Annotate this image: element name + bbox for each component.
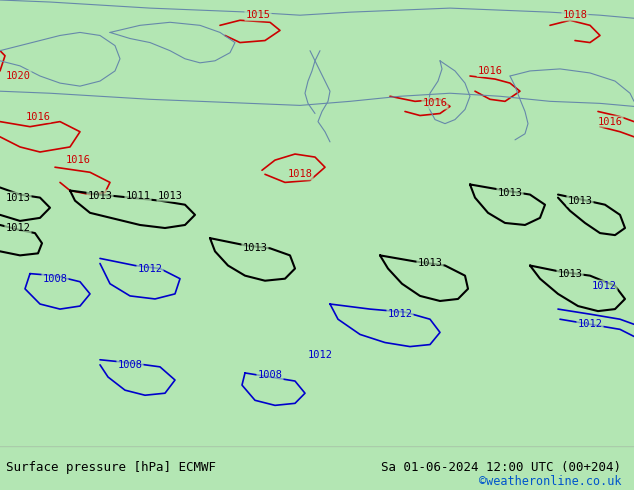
Text: 1016: 1016 bbox=[597, 117, 623, 126]
Text: 1013: 1013 bbox=[6, 193, 30, 202]
Text: 1012: 1012 bbox=[387, 309, 413, 319]
Text: 1018: 1018 bbox=[287, 170, 313, 179]
Text: 1013: 1013 bbox=[418, 259, 443, 269]
Text: 1016: 1016 bbox=[65, 155, 91, 165]
Text: 1015: 1015 bbox=[245, 10, 271, 20]
Text: 1020: 1020 bbox=[6, 71, 30, 81]
Text: 1016: 1016 bbox=[25, 112, 51, 122]
Text: 1012: 1012 bbox=[307, 350, 332, 360]
Text: 1016: 1016 bbox=[422, 98, 448, 108]
Text: 1013: 1013 bbox=[498, 188, 522, 197]
Text: 1012: 1012 bbox=[138, 264, 162, 273]
Text: Surface pressure [hPa] ECMWF: Surface pressure [hPa] ECMWF bbox=[6, 462, 216, 474]
Text: 1012: 1012 bbox=[578, 319, 602, 329]
Text: 1008: 1008 bbox=[117, 360, 143, 370]
Text: 1011: 1011 bbox=[126, 191, 150, 200]
Text: 1013: 1013 bbox=[87, 191, 112, 200]
Text: 1008: 1008 bbox=[257, 370, 283, 380]
Text: 1013: 1013 bbox=[157, 191, 183, 200]
Text: ©weatheronline.co.uk: ©weatheronline.co.uk bbox=[479, 475, 621, 488]
Text: 1013: 1013 bbox=[567, 196, 593, 206]
Text: 1012: 1012 bbox=[6, 223, 30, 233]
Text: Sa 01-06-2024 12:00 UTC (00+204): Sa 01-06-2024 12:00 UTC (00+204) bbox=[381, 462, 621, 474]
Text: 1018: 1018 bbox=[562, 10, 588, 20]
Text: 1016: 1016 bbox=[477, 66, 503, 76]
Text: 1013: 1013 bbox=[242, 244, 268, 253]
Text: 1012: 1012 bbox=[592, 281, 616, 291]
Text: 1013: 1013 bbox=[557, 269, 583, 279]
Text: 1008: 1008 bbox=[42, 274, 67, 284]
